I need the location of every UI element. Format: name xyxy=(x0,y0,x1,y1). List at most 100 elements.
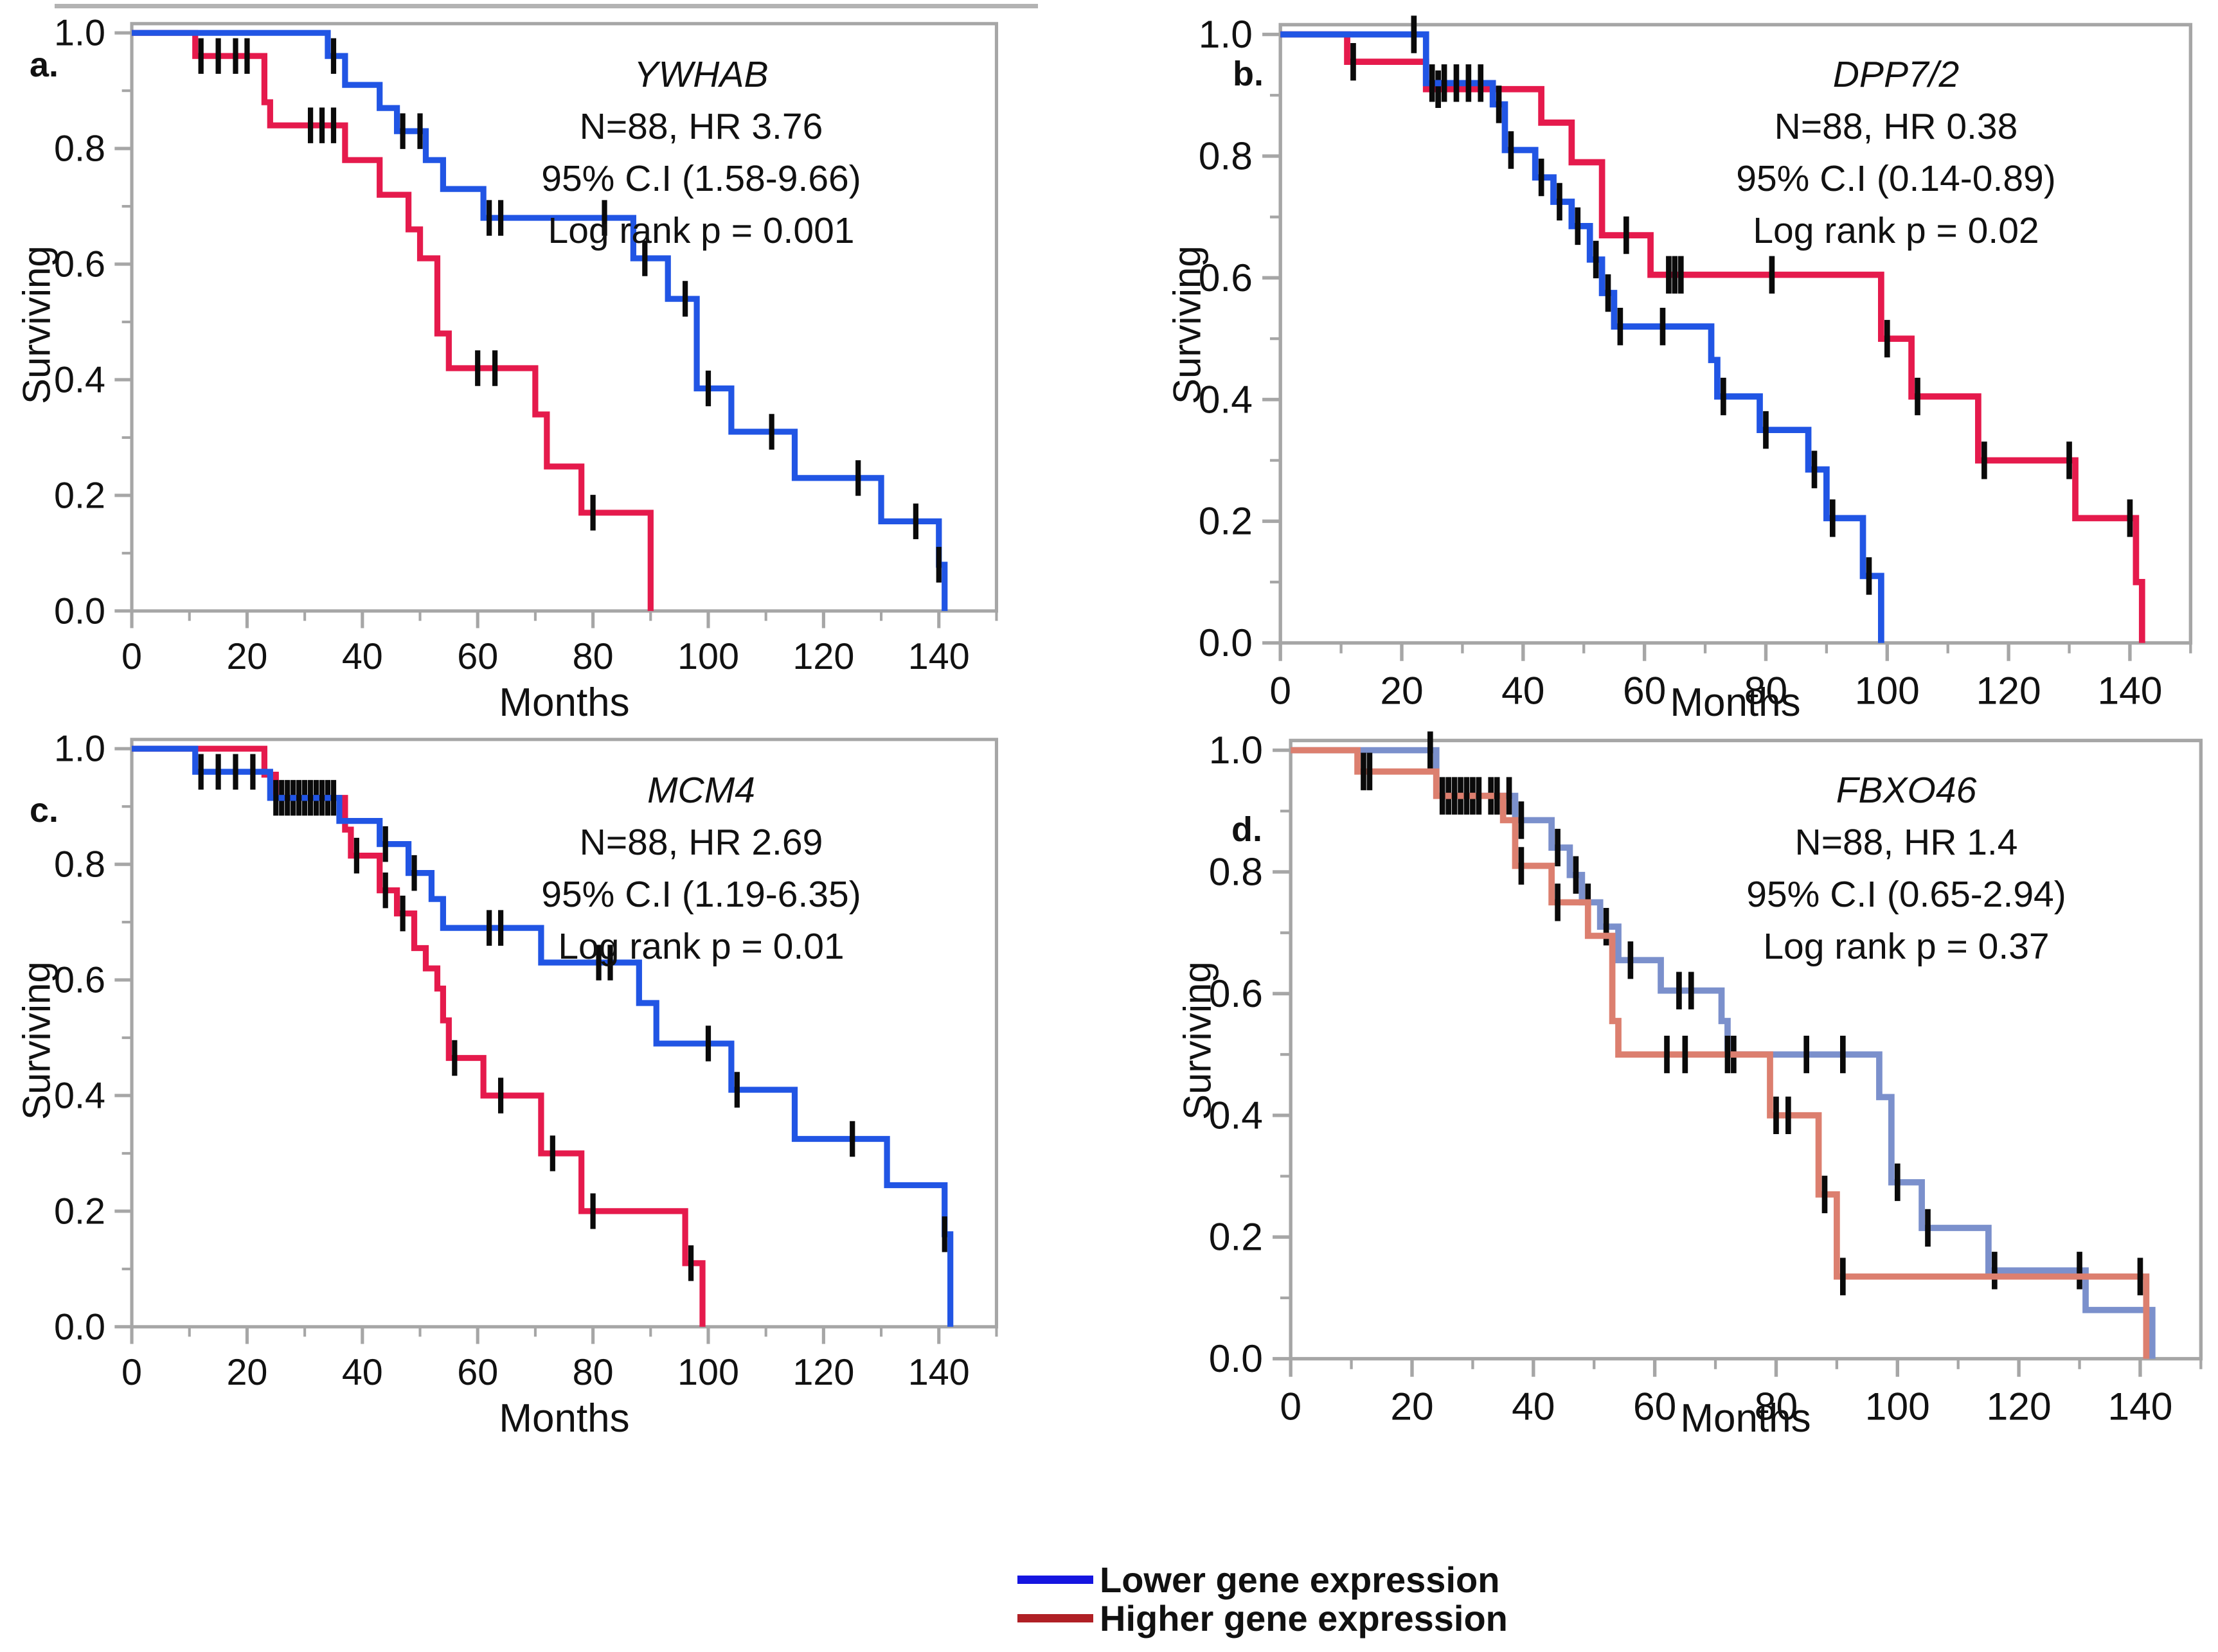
top-border-artifact xyxy=(55,4,1038,8)
x-tick-label: 20 xyxy=(1380,669,1423,713)
censor-marks-higher-gene-expression xyxy=(1361,752,2143,1295)
y-tick-label: 0.4 xyxy=(54,1076,105,1117)
censor-marks-higher-gene-expression xyxy=(198,38,596,531)
series-line-higher-gene-expression xyxy=(1280,31,2145,643)
x-tick-label: 80 xyxy=(1744,669,1787,713)
annotation-line: 95% C.I (0.14-0.89) xyxy=(1736,157,2056,199)
panel-letter: d. xyxy=(1231,810,1262,849)
panel-c: c. Surviving 0.0 0.2 0.4 0.6 0.8 1.0 0 20 40 60 80… xyxy=(0,720,1105,1443)
annotation-line: Log rank p = 0.02 xyxy=(1753,209,2039,251)
x-tick-label: 140 xyxy=(908,1352,970,1392)
y-axis-ticks: 0.0 0.2 0.4 0.6 0.8 1.0 xyxy=(1199,12,1281,664)
y-tick-label: 1.0 xyxy=(54,13,105,54)
plot-frame xyxy=(1278,22,2193,645)
panel-annotation: FBXO46 N=88, HR 1.4 95% C.I (0.65-2.94) … xyxy=(1668,765,2144,973)
panel-annotation: DPP7/2 N=88, HR 0.38 95% C.I (0.14-0.89)… xyxy=(1658,49,2134,257)
legend-swatch-lower-expression xyxy=(1017,1575,1093,1584)
km-plot-b: 0.0 0.2 0.4 0.6 0.8 1.0 0 20 40 60 80 100 120 140 xyxy=(1199,12,2193,713)
x-tick-label: 100 xyxy=(677,1352,739,1392)
series-line-lower-gene-expression xyxy=(132,745,954,1327)
y-tick-label: 1.0 xyxy=(54,729,105,770)
y-tick-label: 0.2 xyxy=(1209,1215,1263,1259)
y-tick-label: 0.8 xyxy=(1199,134,1253,178)
x-axis-ticks: 0 20 40 60 80 100 120 140 xyxy=(121,610,998,677)
plot-root: 0.0 0.2 0.4 0.6 0.8 1.0 0 20 40 60 80 100 120 140 xyxy=(1209,728,2203,1428)
gene-title: MCM4 xyxy=(647,770,755,811)
y-tick-label: 0.4 xyxy=(1209,1093,1263,1137)
plot-area: 0.0 0.2 0.4 0.6 0.8 1.0 0 20 40 60 80 100 120 140 FBX… xyxy=(1186,720,2215,1428)
annotation-line: Log rank p = 0.001 xyxy=(548,209,855,251)
gene-title: DPP7/2 xyxy=(1832,54,1960,95)
y-tick-label: 0.4 xyxy=(54,360,105,401)
plot-root: 0.0 0.2 0.4 0.6 0.8 1.0 0 20 40 60 80 100 120 140 xyxy=(54,729,999,1393)
y-tick-label: 0.0 xyxy=(1199,621,1253,664)
series-line-lower-gene-expression xyxy=(132,30,948,611)
y-tick-label: 0.4 xyxy=(1199,377,1253,421)
x-tick-label: 100 xyxy=(677,636,739,677)
annotation-line: 95% C.I (0.65-2.94) xyxy=(1746,873,2066,915)
legend-label: Higher gene expression xyxy=(1100,1597,1508,1639)
y-tick-label: 1.0 xyxy=(1209,728,1263,772)
y-tick-label: 0.0 xyxy=(54,591,105,632)
panel-a: a. Surviving 0.0 0.2 0.4 0.6 0.8 1.0 0 20 40 60 80… xyxy=(0,4,1105,727)
x-tick-label: 0 xyxy=(1269,669,1291,713)
gene-title: YWHAB xyxy=(634,54,769,95)
annotation-line: 95% C.I (1.19-6.35) xyxy=(541,873,861,915)
y-tick-label: 0.0 xyxy=(1209,1337,1263,1380)
panel-letter: a. xyxy=(30,46,59,84)
x-tick-label: 0 xyxy=(121,636,142,677)
x-axis-label: Months xyxy=(499,680,630,725)
censor-marks-lower-gene-expression xyxy=(1427,731,2149,1329)
x-tick-label: 40 xyxy=(342,636,383,677)
plot-area: 0.0 0.2 0.4 0.6 0.8 1.0 0 20 40 60 80 100 120 140 DPP… xyxy=(1176,4,2205,713)
x-axis-ticks: 0 20 40 60 80 100 120 140 xyxy=(1269,643,2192,713)
panel-letter: b. xyxy=(1233,55,1264,93)
x-axis-ticks: 0 20 40 60 80 100 120 140 xyxy=(1280,1358,2203,1428)
series-line-higher-gene-expression xyxy=(132,745,706,1327)
x-axis-label: Months xyxy=(1680,1396,1811,1441)
series-line-lower-gene-expression xyxy=(1280,31,1884,643)
legend-label: Lower gene expression xyxy=(1100,1559,1500,1600)
plot-frame xyxy=(1289,738,2203,1361)
annotation-line: Log rank p = 0.37 xyxy=(1763,925,2050,967)
x-tick-label: 140 xyxy=(2097,669,2162,713)
plot-frame xyxy=(130,22,999,613)
x-axis-label: Months xyxy=(1670,680,1801,725)
x-tick-label: 20 xyxy=(226,1352,267,1392)
y-tick-label: 0.8 xyxy=(54,844,105,885)
x-tick-label: 20 xyxy=(226,636,267,677)
y-tick-label: 0.8 xyxy=(54,129,105,170)
x-axis-ticks: 0 20 40 60 80 100 120 140 xyxy=(121,1326,998,1393)
y-tick-label: 0.6 xyxy=(54,244,105,285)
y-axis-ticks: 0.0 0.2 0.4 0.6 0.8 1.0 xyxy=(1209,728,1291,1380)
annotation-line: N=88, HR 0.38 xyxy=(1774,105,2018,147)
x-tick-label: 0 xyxy=(121,1352,142,1392)
x-tick-label: 20 xyxy=(1390,1385,1433,1428)
plot-root: 0.0 0.2 0.4 0.6 0.8 1.0 0 20 40 60 80 100 120 140 xyxy=(54,13,999,677)
censor-marks-lower-gene-expression xyxy=(330,38,942,583)
annotation-line: N=88, HR 1.4 xyxy=(1794,821,2018,863)
x-tick-label: 0 xyxy=(1280,1385,1301,1428)
y-axis-ticks: 0.0 0.2 0.4 0.6 0.8 1.0 xyxy=(54,13,132,632)
series-line-higher-gene-expression xyxy=(132,30,654,611)
x-tick-label: 60 xyxy=(1623,669,1666,713)
censor-marks-higher-gene-expression xyxy=(1350,42,2133,537)
legend-item-higher: Higher gene expression xyxy=(1017,1597,1508,1639)
censor-marks-lower-gene-expression xyxy=(198,754,947,1252)
plot-root: 0.0 0.2 0.4 0.6 0.8 1.0 0 20 40 60 80 100 120 140 xyxy=(1199,12,2193,713)
km-plot-d: 0.0 0.2 0.4 0.6 0.8 1.0 0 20 40 60 80 100 120 140 xyxy=(1209,728,2203,1428)
panel-d: d. Surviving 0.0 0.2 0.4 0.6 0.8 1.0 0 20 40 60 80… xyxy=(1161,720,2218,1443)
panel-b: b. Surviving 0.0 0.2 0.4 0.6 0.8 1.0 0 20 40 60 80… xyxy=(1150,4,2218,727)
annotation-line: N=88, HR 2.69 xyxy=(579,821,823,863)
x-tick-label: 120 xyxy=(1976,669,2041,713)
x-tick-label: 100 xyxy=(1865,1385,1930,1428)
plot-area: 0.0 0.2 0.4 0.6 0.8 1.0 0 20 40 60 80 100 120 140 MCM… xyxy=(33,720,1010,1393)
annotation-line: N=88, HR 3.76 xyxy=(579,105,823,147)
x-tick-label: 80 xyxy=(1755,1385,1798,1428)
x-tick-label: 120 xyxy=(792,636,854,677)
series-line-higher-gene-expression xyxy=(1291,747,2150,1359)
x-tick-label: 120 xyxy=(1987,1385,2052,1428)
y-axis-ticks: 0.0 0.2 0.4 0.6 0.8 1.0 xyxy=(54,729,132,1347)
legend: Lower gene expression Higher gene expres… xyxy=(1017,1559,1508,1639)
x-tick-label: 80 xyxy=(573,636,614,677)
